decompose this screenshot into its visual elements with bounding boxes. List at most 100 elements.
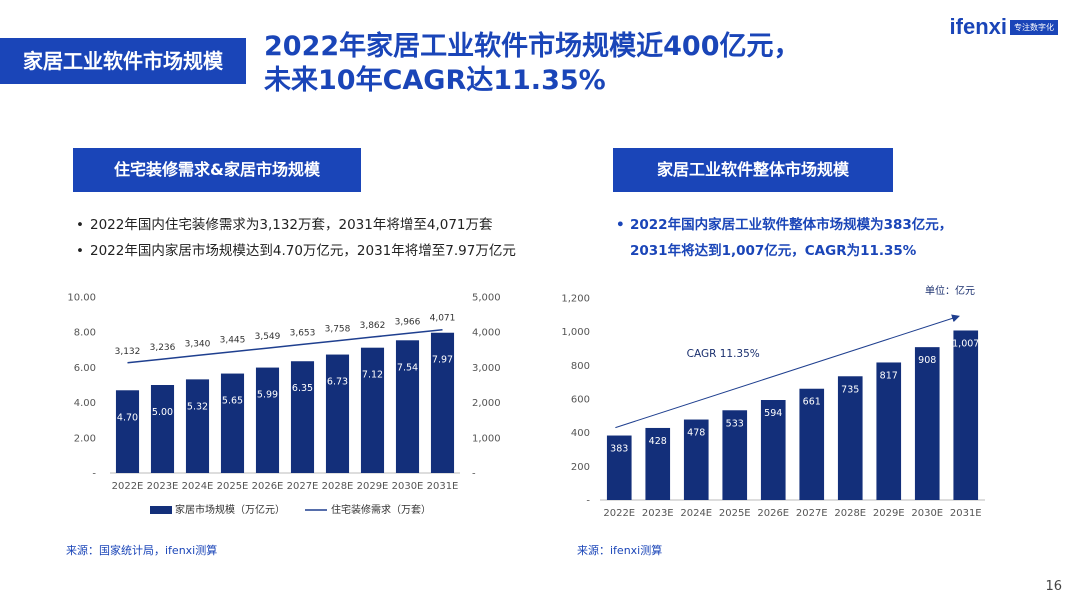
y-tick-right: 3,000	[472, 363, 501, 374]
bar	[430, 332, 455, 473]
page-headline: 2022年家居工业软件市场规模近400亿元， 未来10年CAGR达11.35%	[264, 30, 801, 98]
x-tick-label: 2022E	[603, 508, 635, 519]
bar	[760, 400, 786, 500]
y-tick-right: 5,000	[472, 293, 501, 304]
unit-label: 单位：亿元	[925, 284, 975, 297]
x-tick-label: 2023E	[642, 508, 674, 519]
ifenxi-logo: ifenxi 专注数字化	[950, 14, 1058, 40]
y-tick-left: 6.00	[74, 363, 96, 374]
bar	[360, 347, 385, 473]
x-tick-label: 2023E	[147, 481, 179, 492]
bar	[325, 354, 350, 473]
left-bullet-list: 2022年国内住宅装修需求为3,132万套，2031年将增至4,071万套 20…	[74, 212, 610, 264]
x-tick-label: 2025E	[217, 481, 249, 492]
bar-value-label: 428	[649, 436, 667, 447]
bar	[185, 379, 210, 473]
bar	[115, 390, 140, 473]
headline-line-2: 未来10年CAGR达11.35%	[264, 65, 606, 96]
page-number: 16	[1045, 579, 1062, 594]
line-value-label: 3,653	[290, 328, 316, 338]
right-bullet-list: 2022年国内家居工业软件整体市场规模为383亿元， 2031年将达到1,007…	[614, 212, 1070, 264]
line-value-label: 3,445	[220, 336, 246, 346]
x-tick-label: 2022E	[112, 481, 144, 492]
line-value-label: 3,340	[185, 339, 211, 349]
bar-value-label: 1,007	[952, 338, 979, 349]
bar-value-label: 478	[687, 428, 705, 439]
y-tick-left: 10.00	[67, 293, 96, 304]
bar-value-label: 594	[764, 408, 782, 419]
x-tick-label: 2031E	[427, 481, 459, 492]
line-value-label: 4,071	[430, 314, 456, 324]
bar	[150, 385, 175, 473]
y-tick: -	[586, 496, 590, 507]
bar-value-label: 6.35	[292, 383, 313, 394]
bar	[645, 427, 671, 500]
right-panel-title: 家居工业软件整体市场规模	[613, 148, 893, 192]
line-value-label: 3,862	[360, 321, 386, 331]
bar	[220, 373, 245, 473]
x-tick-label: 2031E	[950, 508, 982, 519]
legend-bar-label: 家居市场规模（万亿元）	[175, 503, 285, 516]
bar	[837, 376, 863, 500]
legend-bar-swatch	[150, 506, 172, 514]
bar	[799, 388, 825, 500]
x-tick-label: 2027E	[287, 481, 319, 492]
left-chart: - 2.00 4.00 6.00 8.00 10.00 - 1,000 2,000 3,000 4,…	[67, 293, 501, 517]
y-tick-right: 1,000	[472, 433, 501, 444]
bar-value-label: 5.32	[187, 401, 208, 412]
x-tick-label: 2030E	[392, 481, 424, 492]
y-tick: 200	[571, 462, 590, 473]
left-bullet-2: 2022年国内家居市场规模达到4.70万亿元，2031年将增至7.97万亿元	[76, 238, 610, 264]
bar-value-label: 533	[726, 418, 744, 429]
bar-value-label: 383	[610, 444, 628, 455]
y-tick-left: 2.00	[74, 433, 96, 444]
bar-value-label: 4.70	[117, 412, 138, 423]
bar-value-label: 908	[918, 355, 936, 366]
x-tick-label: 2028E	[834, 508, 866, 519]
right-bullet-1: 2022年国内家居工业软件整体市场规模为383亿元，	[616, 212, 1070, 238]
line-value-label: 3,236	[150, 343, 176, 353]
bar-value-label: 6.73	[327, 377, 348, 388]
y-tick-left: -	[92, 469, 96, 480]
bar	[395, 340, 420, 473]
headline-line-1: 2022年家居工业软件市场规模近400亿元，	[264, 31, 801, 62]
y-tick-left: 8.00	[74, 328, 96, 339]
bar	[914, 347, 940, 500]
bar	[606, 435, 632, 500]
x-tick-label: 2024E	[680, 508, 712, 519]
right-bullet-2: 2031年将达到1,007亿元，CAGR为11.35%	[630, 243, 917, 259]
y-tick: 1,000	[561, 327, 590, 338]
x-tick-label: 2026E	[757, 508, 789, 519]
bar-value-label: 5.65	[222, 396, 243, 407]
line-value-label: 3,758	[325, 325, 351, 335]
bar-value-label: 5.00	[152, 407, 173, 418]
x-tick-label: 2027E	[796, 508, 828, 519]
section-label: 家居工业软件市场规模	[0, 38, 246, 84]
cagr-annotation: CAGR 11.35%	[687, 348, 760, 360]
bar-value-label: 5.99	[257, 390, 278, 401]
y-tick-right: 4,000	[472, 328, 501, 339]
legend-line-label: 住宅装修需求（万套）	[331, 503, 431, 516]
right-chart: - 200 400 600 800 1,000 1,200 383 2022E 428 2023E 4…	[561, 284, 985, 519]
line-value-label: 3,132	[115, 347, 141, 357]
left-panel-title: 住宅装修需求&家居市场规模	[73, 148, 361, 192]
logo-word: ifenxi	[949, 14, 1007, 39]
bar	[683, 419, 709, 500]
bar-value-label: 661	[803, 397, 821, 408]
y-tick-left: 4.00	[74, 398, 96, 409]
y-tick: 800	[571, 361, 590, 372]
x-tick-label: 2029E	[873, 508, 905, 519]
cagr-arrow	[615, 314, 960, 429]
x-tick-label: 2028E	[322, 481, 354, 492]
y-tick-right: -	[472, 469, 476, 480]
bar-value-label: 7.12	[362, 370, 383, 381]
x-tick-label: 2025E	[719, 508, 751, 519]
bar	[290, 361, 315, 473]
x-tick-label: 2026E	[252, 481, 284, 492]
bar	[953, 330, 979, 500]
line-value-label: 3,966	[395, 317, 421, 327]
demand-line	[127, 328, 443, 364]
x-tick-label: 2024E	[182, 481, 214, 492]
bar-value-label: 735	[841, 384, 859, 395]
bar-value-label: 817	[880, 370, 898, 381]
